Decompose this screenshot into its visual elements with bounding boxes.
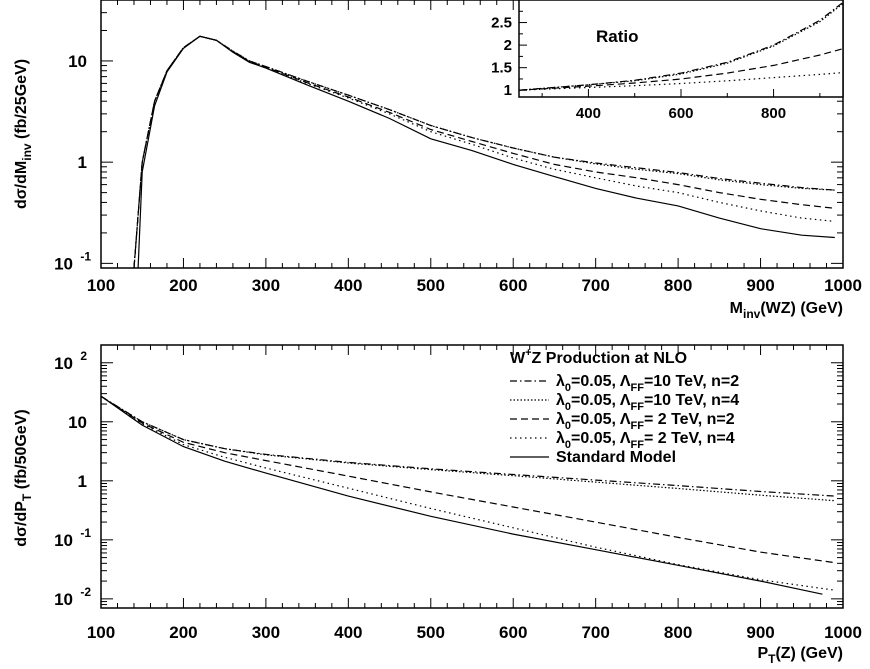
top-y-tick-label: 1 [78, 153, 87, 172]
top-x-tick-label: 600 [499, 276, 527, 295]
legend: W+Z Production at NLO λ0=0.05, ΛFF=10 Te… [510, 347, 739, 466]
top-x-tick-label: 1000 [824, 276, 862, 295]
bottom-y-tick-label: 10 [68, 413, 87, 432]
top-y-axis-label: dσ/dMinv (fb/25GeV) [13, 59, 34, 209]
legend-title: W+Z Production at NLO [510, 347, 687, 367]
bottom-series-solid [100, 395, 823, 595]
top-curves [133, 35, 835, 269]
top-x-tick-label: 700 [581, 276, 609, 295]
top-y-tick-exponent: -1 [80, 249, 91, 263]
legend-entry-label: λ0=0.05, ΛFF=10 TeV, n=2 [556, 373, 739, 394]
bottom-x-axis-label: PT(Z) (GeV) [757, 645, 843, 666]
inset-x-tick-label: 400 [576, 105, 601, 122]
top-x-tick-label: 500 [417, 276, 445, 295]
bottom-x-tick-label: 1000 [824, 623, 862, 642]
inset-series-dashdot [518, 1, 844, 91]
top-x-tick-label: 100 [87, 276, 115, 295]
inset-y-tick-label: 1 [504, 82, 512, 99]
inset-y-tick-label: 1.5 [491, 60, 512, 77]
bottom-x-tick-label: 500 [417, 623, 445, 642]
bottom-y-tick-label: 10 [54, 590, 73, 609]
legend-entry-label: Standard Model [556, 449, 676, 466]
bottom-y-tick-exponent: 2 [80, 349, 87, 363]
inset-x-tick-label: 800 [761, 105, 786, 122]
inset-curves [518, 1, 844, 91]
bottom-y-tick-exponent: -1 [80, 526, 91, 540]
top-series-dashdot [133, 35, 835, 269]
bottom-y-axis-label: dσ/dPT (fb/50GeV) [13, 409, 34, 546]
legend-entries: λ0=0.05, ΛFF=10 TeV, n=2λ0=0.05, ΛFF=10 … [510, 373, 739, 466]
ratio-inset: 400 600 800 1 1.5 2 2.5 Ratio [491, 0, 844, 122]
bottom-series-dashdot [100, 395, 835, 497]
top-tick-labels: 100 200 300 400 500 600 700 800 900 1000 10 -1 1 10 [54, 52, 862, 295]
bottom-series-dotted [100, 395, 835, 502]
top-x-tick-label: 800 [664, 276, 692, 295]
top-y-tick-label: 10 [68, 52, 87, 71]
bottom-x-tick-label: 800 [664, 623, 692, 642]
top-x-tick-label: 900 [746, 276, 774, 295]
inset-tick-labels: 400 600 800 1 1.5 2 2.5 [491, 15, 786, 122]
top-panel: 100 200 300 400 500 600 700 800 900 1000 10 -1 1 10 M… [13, 0, 862, 321]
bottom-x-tick-label: 200 [169, 623, 197, 642]
bottom-y-tick-label: 10 [54, 354, 73, 373]
bottom-x-tick-label: 100 [87, 623, 115, 642]
bottom-y-tick-label: 1 [78, 472, 87, 491]
bottom-x-tick-label: 400 [334, 623, 362, 642]
top-x-tick-label: 200 [169, 276, 197, 295]
bottom-curves [100, 395, 835, 595]
bottom-y-tick-exponent: -2 [80, 585, 91, 599]
top-x-axis-label: Minv(WZ) (GeV) [730, 300, 843, 321]
inset-y-tick-label: 2.5 [491, 15, 512, 32]
bottom-x-tick-label: 300 [252, 623, 280, 642]
inset-series-sparse-dotted [518, 72, 844, 91]
inset-x-tick-label: 600 [668, 105, 693, 122]
top-x-tick-label: 400 [334, 276, 362, 295]
top-x-tick-label: 300 [252, 276, 280, 295]
inset-title: Ratio [596, 27, 639, 46]
inset-series-dashed [518, 48, 844, 91]
bottom-axis-ticks [100, 344, 844, 609]
inset-y-tick-label: 2 [504, 37, 512, 54]
bottom-x-tick-label: 600 [499, 623, 527, 642]
bottom-x-tick-label: 900 [746, 623, 774, 642]
top-y-tick-label: 10 [54, 254, 73, 273]
bottom-x-tick-label: 700 [581, 623, 609, 642]
inset-series-dotted [518, 3, 844, 91]
top-frame [100, 0, 844, 269]
bottom-frame [100, 344, 844, 609]
legend-entry-label: λ0=0.05, ΛFF= 2 TeV, n=4 [556, 430, 735, 451]
top-series-solid [137, 35, 835, 269]
bottom-tick-labels: 100 200 300 400 500 600 700 800 900 1000 10 -2 10 -1 1… [54, 349, 862, 642]
bottom-y-tick-label: 10 [54, 531, 73, 550]
inset-frame [518, 0, 844, 98]
legend-entry-label: λ0=0.05, ΛFF=10 TeV, n=4 [556, 392, 739, 413]
bottom-panel: 100 200 300 400 500 600 700 800 900 1000 10 -2 10 -1 1… [13, 344, 862, 666]
legend-entry-label: λ0=0.05, ΛFF= 2 TeV, n=2 [556, 411, 735, 432]
